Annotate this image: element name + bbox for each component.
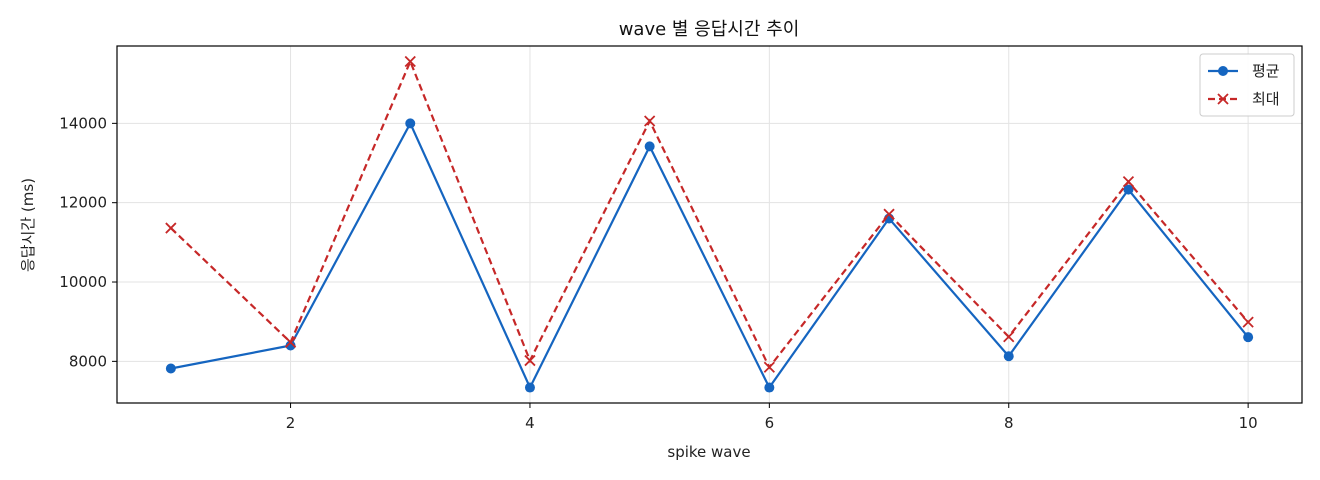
legend-marker <box>1217 93 1229 105</box>
legend-label: 최대 <box>1252 90 1280 108</box>
series-line-2 <box>170 58 1249 370</box>
data-point <box>644 115 656 127</box>
data-point <box>763 361 775 373</box>
legend-box <box>1199 53 1295 117</box>
tick-layer: 2 4 6 8 10 8000 10000 12000 14000 <box>59 114 1257 432</box>
data-point <box>404 55 416 68</box>
data-point <box>883 208 895 220</box>
data-point <box>644 141 655 152</box>
legend-label: 평균 <box>1252 62 1280 80</box>
x-tick-label: 6 <box>765 414 775 432</box>
grid-layer <box>117 46 1302 403</box>
data-point <box>1003 351 1014 362</box>
series-line-1 <box>170 120 1249 391</box>
x-axis-label: spike wave <box>667 443 750 461</box>
legend-marker <box>1218 66 1228 76</box>
chart-title: wave 별 응답시간 추이 <box>619 19 800 40</box>
data-point <box>284 336 297 348</box>
data-point <box>764 382 775 393</box>
x-tick-label: 2 <box>286 414 296 432</box>
y-tick-label: 8000 <box>69 352 107 370</box>
series-layer <box>165 55 1254 393</box>
data-point <box>1243 332 1254 343</box>
data-point <box>285 340 296 351</box>
data-point <box>1003 331 1015 343</box>
data-point <box>405 118 416 129</box>
plot-frame <box>116 45 1303 404</box>
data-point <box>165 363 176 374</box>
y-tick-label: 14000 <box>59 114 107 132</box>
data-point <box>524 382 535 393</box>
y-tick-label: 10000 <box>59 273 107 291</box>
x-tick-label: 4 <box>525 414 535 432</box>
data-point <box>524 354 536 367</box>
y-tick-label: 12000 <box>59 194 107 212</box>
x-tick-label: 8 <box>1004 414 1014 432</box>
y-axis-label: 응답시간 (ms) <box>19 178 37 272</box>
data-point <box>1122 176 1135 188</box>
x-tick-label: 10 <box>1239 414 1258 432</box>
data-point <box>165 222 177 234</box>
data-point <box>1242 316 1254 328</box>
data-point <box>1123 184 1134 195</box>
